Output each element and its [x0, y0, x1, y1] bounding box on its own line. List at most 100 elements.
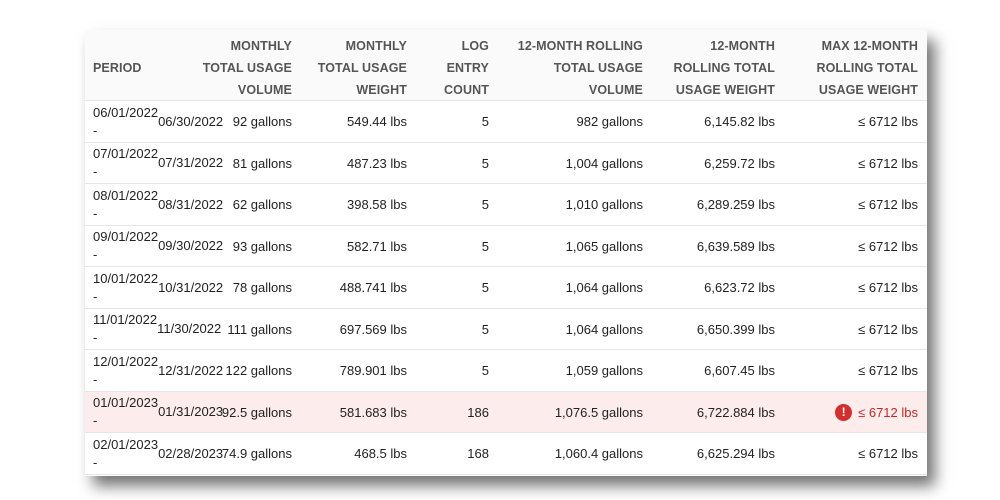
usage-table: PERIOD MONTHLY TOTAL USAGE VOLUME MONTHLY TOT…	[85, 30, 927, 476]
column-header-label: MONTHLY	[345, 39, 407, 53]
column-header-label: TOTAL USAGE	[317, 61, 407, 75]
cell-value: 5	[481, 155, 489, 171]
period-line: 01/31/2023	[158, 404, 224, 419]
cell-value: 6,625.294 lbs	[696, 446, 775, 461]
cell-value: 5	[481, 280, 489, 295]
monthly-weight-cell: 549.44 lbs	[295, 101, 407, 142]
period-cell: 07/01/2022 -07/31/2022	[93, 143, 223, 184]
monthly-weight-cell: 488.741 lbs	[295, 267, 407, 308]
cell-value: 111 gallons	[227, 321, 292, 337]
cell-value: 6,623.72 lbs	[704, 280, 775, 295]
column-header-label: ROLLING TOTAL	[673, 61, 775, 75]
monthly-volume-cell: 92 gallons	[193, 101, 292, 142]
rolling-weight-cell: 6,639.589 lbs	[645, 226, 775, 267]
cell-value: 186	[467, 404, 489, 420]
column-header-rolling-volume[interactable]: 12-MONTH ROLLING TOTAL USAGE VOLUME	[495, 35, 643, 101]
cell-value: 74.9 gallons	[221, 446, 292, 461]
max-weight-cell: ≤ 6712 lbs	[785, 184, 918, 225]
cell-value: 1,060.4 gallons	[554, 446, 643, 461]
log-count-cell: 168	[415, 433, 489, 474]
max-weight-cell: ≤ 6712 lbs	[785, 226, 918, 267]
column-header-label: WEIGHT	[356, 83, 407, 97]
cell-value: 1,010 gallons	[565, 197, 643, 212]
rolling-weight-cell: 6,650.399 lbs	[645, 309, 775, 350]
column-header-label: PERIOD	[93, 61, 142, 75]
column-header-log-count[interactable]: LOG ENTRY COUNT	[415, 35, 489, 101]
monthly-volume-cell: 81 gallons	[193, 143, 292, 184]
log-count-cell: 5	[415, 226, 489, 267]
monthly-volume-cell: 62 gallons	[193, 184, 292, 225]
rolling-weight-cell: 6,722.884 lbs	[645, 392, 775, 433]
column-header-label: TOTAL USAGE	[553, 61, 643, 75]
rolling-weight-cell: 6,623.72 lbs	[645, 267, 775, 308]
period-line: 02/28/2023	[158, 445, 224, 461]
monthly-weight-cell: 697.569 lbs	[295, 309, 407, 350]
period-line: 11/01/2022 -	[93, 312, 158, 345]
cell-value: 6,639.589 lbs	[696, 238, 775, 254]
table-row: 07/01/2022 -07/31/2022 81 gallons 487.23 l…	[85, 143, 927, 184]
table-row: 09/01/2022 -09/30/2022 93 gallons 582.71 l…	[85, 226, 927, 267]
column-header-max-weight[interactable]: MAX 12-MONTH ROLLING TOTAL USAGE WEIGHT	[785, 35, 918, 101]
column-header-monthly-weight[interactable]: MONTHLY TOTAL USAGE WEIGHT	[295, 35, 407, 101]
cell-value: 1,004 gallons	[565, 155, 643, 171]
cell-value: ≤ 6712 lbs	[858, 404, 918, 420]
period-line: 01/01/2023 -	[93, 395, 159, 428]
monthly-volume-cell: 78 gallons	[193, 267, 292, 308]
cell-value: 697.569 lbs	[339, 321, 407, 337]
rolling-weight-cell: 6,289.259 lbs	[645, 184, 775, 225]
cell-value: 93 gallons	[232, 238, 292, 254]
cell-value: ≤ 6712 lbs	[858, 114, 918, 129]
alert-circle-icon[interactable]: !	[835, 403, 853, 421]
column-header-label: ROLLING TOTAL	[816, 61, 918, 75]
column-header-label: COUNT	[444, 83, 489, 97]
cell-value: 398.58 lbs	[347, 197, 407, 212]
rolling-volume-cell: 1,076.5 gallons	[495, 392, 643, 433]
cell-value: 5	[481, 197, 489, 212]
log-count-cell: 5	[415, 350, 489, 391]
max-weight-cell: ≤ 6712 lbs	[785, 433, 918, 474]
monthly-volume-cell: 111 gallons	[193, 309, 292, 350]
period-line: 10/01/2022 -	[93, 270, 159, 304]
period-line: 06/01/2022 -	[93, 104, 159, 138]
cell-value: ≤ 6712 lbs	[858, 446, 918, 461]
column-header-label: 12-MONTH	[710, 39, 775, 53]
period-line: 07/01/2022 -	[93, 146, 159, 179]
rolling-volume-cell: 1,059 gallons	[495, 350, 643, 391]
monthly-weight-cell: 468.5 lbs	[295, 433, 407, 474]
cell-value: 168	[467, 446, 489, 461]
cell-value: 982 gallons	[576, 114, 644, 129]
cell-value: 1,076.5 gallons	[554, 404, 643, 420]
column-header-monthly-volume[interactable]: MONTHLY TOTAL USAGE VOLUME	[193, 35, 292, 101]
cell-value: 6,722.884 lbs	[696, 404, 775, 420]
table-row-flagged: 01/01/2023 -01/31/2023 92.5 gallons 581.68…	[85, 391, 927, 433]
cell-value: 487.23 lbs	[347, 155, 407, 171]
rolling-weight-cell: 6,625.294 lbs	[645, 433, 775, 474]
column-header-rolling-weight[interactable]: 12-MONTH ROLLING TOTAL USAGE WEIGHT	[645, 35, 775, 101]
monthly-weight-cell: 582.71 lbs	[295, 226, 407, 267]
rolling-volume-cell: 1,064 gallons	[495, 309, 643, 350]
cell-value: ≤ 6712 lbs	[858, 280, 918, 295]
cell-value: 122 gallons	[225, 363, 293, 378]
table-header: PERIOD MONTHLY TOTAL USAGE VOLUME MONTHLY TOT…	[85, 30, 927, 101]
max-weight-cell: ≤ 6712 lbs	[785, 101, 918, 142]
log-count-cell: 5	[415, 309, 489, 350]
column-header-label: MONTHLY	[230, 39, 292, 53]
cell-value: 1,064 gallons	[565, 280, 643, 295]
column-header-label: TOTAL USAGE	[202, 61, 292, 75]
monthly-weight-cell: 487.23 lbs	[295, 143, 407, 184]
cell-value: 1,064 gallons	[565, 321, 643, 337]
max-weight-cell: ≤ 6712 lbs	[785, 267, 918, 308]
period-cell: 08/01/2022 -08/31/2022	[93, 184, 223, 225]
cell-value: ≤ 6712 lbs	[858, 321, 918, 337]
period-line: 10/31/2022	[158, 279, 224, 295]
period-cell: 06/01/2022 -06/30/2022	[93, 101, 223, 142]
column-header-period[interactable]: PERIOD	[93, 57, 193, 79]
table-row: 02/01/2023 -02/28/2023 74.9 gallons 468.5 …	[85, 433, 927, 475]
cell-value: 581.683 lbs	[339, 404, 407, 420]
log-count-cell: 5	[415, 101, 489, 142]
log-count-cell: 5	[415, 184, 489, 225]
cell-value: ≤ 6712 lbs	[858, 197, 918, 212]
cell-value: 789.901 lbs	[339, 363, 407, 378]
monthly-volume-cell: 122 gallons	[193, 350, 293, 391]
cell-value: 6,607.45 lbs	[704, 363, 775, 378]
